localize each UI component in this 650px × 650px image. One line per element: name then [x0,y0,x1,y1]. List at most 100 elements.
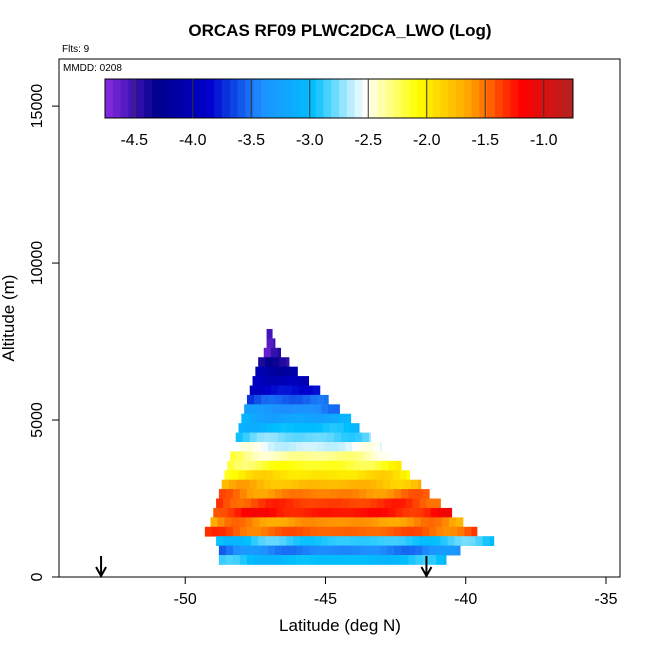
heatmap-cell [274,555,283,565]
heatmap-cell [352,489,360,499]
heatmap-cell [398,536,406,547]
heatmap-cell [251,404,259,415]
heatmap-cell [286,498,294,509]
heatmap-cell [248,507,256,518]
colorbar-cell [268,79,278,118]
heatmap-cell [260,394,269,405]
heatmap-cell [283,366,291,377]
heatmap-cell [399,470,408,481]
heatmap-cell [301,376,310,386]
colorbar-cell [190,79,200,118]
heatmap-cell [322,517,331,528]
colorbar-cell [409,79,418,118]
colorbar-cell [518,79,527,118]
heatmap-cell [422,526,430,537]
heatmap-cell [322,423,331,433]
heatmap-cell [307,498,315,509]
colorbar-cell [167,79,176,118]
heatmap-cell [272,404,280,415]
heatmap-cell [244,404,252,415]
heatmap-cell [343,517,352,528]
heatmap-cell [345,545,353,556]
heatmap-cell [232,442,241,452]
heatmap-cell [277,479,286,490]
heatmap-cell [361,432,370,443]
heatmap-cell [398,498,406,509]
heatmap-cell [413,517,422,528]
heatmap-cell [279,536,287,547]
heatmap-cell [267,394,276,405]
heatmap-cell [248,460,256,471]
heatmap-cell [338,442,346,452]
heatmap-cell [331,545,339,556]
heatmap-cell [401,526,409,537]
colorbar-cell [549,79,558,118]
colorbar-cell [495,79,504,118]
heatmap-cell [253,442,262,452]
heatmap-cell [324,555,332,565]
heatmap-cell [450,545,458,556]
heatmap-cell [387,555,395,565]
heatmap-cell [391,536,399,547]
colorbar-cell [307,79,317,118]
heatmap-cell [343,423,352,433]
colorbar-cell [112,79,122,118]
heatmap-cell [385,517,394,528]
heatmap-cell [448,517,457,528]
heatmap-cell [237,536,245,547]
heatmap-cell [314,498,322,509]
heatmap-cell [272,451,280,462]
heatmap-cell [300,536,308,547]
heatmap-cell [454,536,462,547]
heatmap-cell [253,489,262,499]
heatmap-cell [230,498,238,509]
heatmap-cell [307,451,315,462]
colorbar-cell [120,79,129,118]
heatmap-cell [419,536,427,547]
x-tick-label: -50 [174,591,197,608]
heatmap-cell [388,507,396,518]
colorbar-cell [370,79,379,118]
heatmap-cell [342,451,350,462]
heatmap-cell [305,479,314,490]
heatmap-cell [402,507,411,518]
heatmap-cell [308,517,317,528]
colorbar-cell [424,79,434,118]
heatmap-cell [230,536,238,547]
latitude-arrow [420,556,433,579]
colorbar-cell [183,79,192,118]
heatmap-cell [293,404,301,415]
heatmap-cell [405,536,413,547]
heatmap-cell [354,432,363,443]
heatmap-cell [280,376,288,386]
heatmap-cell [443,555,447,565]
heatmap-cell [279,451,287,462]
heatmap-cell [331,555,339,565]
heatmap-cell [262,413,270,424]
heatmap-cell [317,526,325,537]
heatmap-cell [289,442,297,452]
heatmap-cell [218,489,227,499]
heatmap-cell [377,498,385,509]
heatmap-cell [384,451,391,462]
heatmap-cell [317,489,325,499]
heatmap-cell [377,451,385,462]
heatmap-cell [296,545,304,556]
heatmap-cell [324,442,332,452]
heatmap-cell [290,460,298,471]
heatmap-cell [262,460,270,471]
heatmap-cell [338,555,346,565]
heatmap-cell [429,526,437,537]
heatmap-cell [345,489,353,499]
heatmap-cell [397,479,405,490]
heatmap-cell [468,536,476,547]
date-note: MMDD: 0208 [63,63,122,74]
heatmap-cell [267,545,276,556]
heatmap-cell [345,526,353,537]
heatmap-cell [312,432,321,443]
heatmap-cell [375,479,384,490]
colorbar-cell [456,79,465,118]
heatmap-cell [304,507,312,518]
heatmap-cell [411,479,419,490]
heatmap-cell [255,366,263,377]
